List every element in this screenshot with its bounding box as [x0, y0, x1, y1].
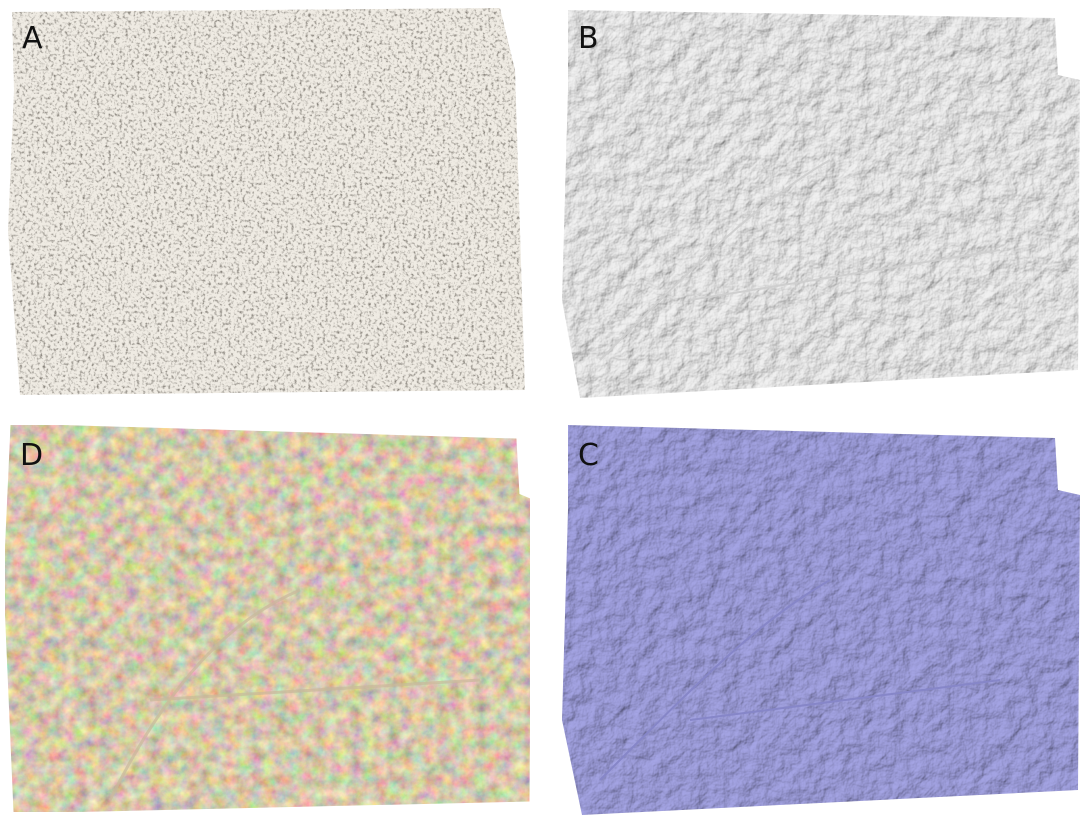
panel-label: C [578, 438, 599, 473]
relief-model-image [562, 10, 1080, 398]
point-cloud-image [8, 8, 525, 395]
panel-a: A [8, 8, 525, 395]
panel-label: B [578, 21, 599, 56]
panel-b: B [562, 10, 1080, 398]
mesh-model-image [562, 425, 1080, 815]
panel-label: D [20, 438, 43, 473]
relief-feature [599, 159, 1001, 361]
panel-label: A [22, 21, 43, 56]
panel-d: D [3, 423, 532, 814]
orthophoto-image [3, 423, 532, 814]
relief-feature [599, 579, 1001, 781]
road [108, 588, 481, 801]
panel-c: C [562, 425, 1080, 815]
